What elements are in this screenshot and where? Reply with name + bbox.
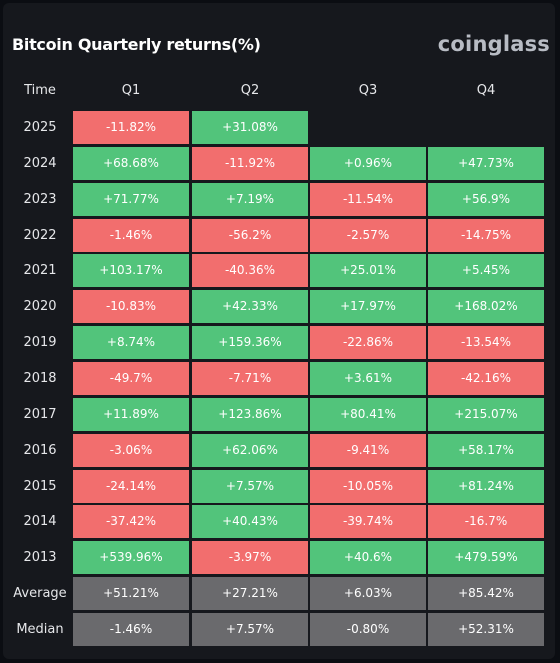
return-cell: +0.96%: [310, 147, 426, 180]
return-cell: -39.74%: [310, 505, 426, 538]
return-cell: -9.41%: [310, 434, 426, 467]
return-cell: +539.96%: [73, 541, 189, 574]
year-label: 2017: [23, 407, 57, 422]
return-cell: +47.73%: [428, 147, 544, 180]
return-cell: -2.57%: [310, 219, 426, 252]
year-label: 2022: [23, 228, 57, 243]
year-label: 2015: [23, 479, 57, 494]
summary-cell: +6.03%: [310, 577, 426, 610]
column-header-time: Time: [24, 83, 56, 98]
summary-cell: -1.46%: [73, 613, 189, 646]
return-cell: +80.41%: [310, 398, 426, 431]
return-cell: +81.24%: [428, 470, 544, 503]
return-cell: -22.86%: [310, 326, 426, 359]
year-label: 2021: [23, 263, 57, 278]
return-cell: +103.17%: [73, 254, 189, 287]
column-header-q3: Q3: [358, 83, 378, 98]
return-cell: -3.06%: [73, 434, 189, 467]
return-cell: -11.92%: [192, 147, 308, 180]
year-label: 2014: [23, 514, 57, 529]
return-cell: +215.07%: [428, 398, 544, 431]
return-cell: -11.54%: [310, 183, 426, 216]
summary-cell: +27.21%: [192, 577, 308, 610]
return-cell: -11.82%: [73, 111, 189, 144]
return-cell: +25.01%: [310, 254, 426, 287]
return-cell: +40.6%: [310, 541, 426, 574]
year-label: 2013: [23, 550, 57, 565]
column-header-q2: Q2: [240, 83, 260, 98]
return-cell: +8.74%: [73, 326, 189, 359]
return-cell: -10.83%: [73, 290, 189, 323]
return-cell: +58.17%: [428, 434, 544, 467]
year-label: 2020: [23, 299, 57, 314]
return-cell: +7.19%: [192, 183, 308, 216]
return-cell: +168.02%: [428, 290, 544, 323]
return-cell: +62.06%: [192, 434, 308, 467]
return-cell: -14.75%: [428, 219, 544, 252]
return-cell: +5.45%: [428, 254, 544, 287]
column-header-q4: Q4: [476, 83, 496, 98]
return-cell: -24.14%: [73, 470, 189, 503]
empty-cell: [428, 111, 544, 144]
summary-cell: +51.21%: [73, 577, 189, 610]
return-cell: +56.9%: [428, 183, 544, 216]
year-label: 2018: [23, 371, 57, 386]
return-cell: +159.36%: [192, 326, 308, 359]
page-title: Bitcoin Quarterly returns(%): [12, 35, 261, 54]
return-cell: +479.59%: [428, 541, 544, 574]
return-cell: -3.97%: [192, 541, 308, 574]
return-cell: -1.46%: [73, 219, 189, 252]
return-cell: -7.71%: [192, 362, 308, 395]
return-cell: -42.16%: [428, 362, 544, 395]
summary-row-label: Median: [16, 622, 64, 637]
summary-cell: +52.31%: [428, 613, 544, 646]
summary-row-label: Average: [13, 586, 67, 601]
column-header-q1: Q1: [121, 83, 141, 98]
year-label: 2019: [23, 335, 57, 350]
year-label: 2024: [23, 156, 57, 171]
empty-cell: [310, 111, 426, 144]
year-label: 2023: [23, 192, 57, 207]
return-cell: +42.33%: [192, 290, 308, 323]
return-cell: -16.7%: [428, 505, 544, 538]
return-cell: +71.77%: [73, 183, 189, 216]
return-cell: -10.05%: [310, 470, 426, 503]
summary-cell: +85.42%: [428, 577, 544, 610]
summary-cell: +7.57%: [192, 613, 308, 646]
return-cell: -49.7%: [73, 362, 189, 395]
return-cell: +7.57%: [192, 470, 308, 503]
return-cell: +31.08%: [192, 111, 308, 144]
return-cell: +68.68%: [73, 147, 189, 180]
return-cell: +3.61%: [310, 362, 426, 395]
year-label: 2016: [23, 443, 57, 458]
return-cell: +123.86%: [192, 398, 308, 431]
return-cell: -40.36%: [192, 254, 308, 287]
return-cell: +17.97%: [310, 290, 426, 323]
brand-logo: coinglass: [437, 32, 550, 56]
return-cell: +11.89%: [73, 398, 189, 431]
year-label: 2025: [23, 120, 57, 135]
summary-cell: -0.80%: [310, 613, 426, 646]
return-cell: -13.54%: [428, 326, 544, 359]
return-cell: -37.42%: [73, 505, 189, 538]
return-cell: -56.2%: [192, 219, 308, 252]
return-cell: +40.43%: [192, 505, 308, 538]
